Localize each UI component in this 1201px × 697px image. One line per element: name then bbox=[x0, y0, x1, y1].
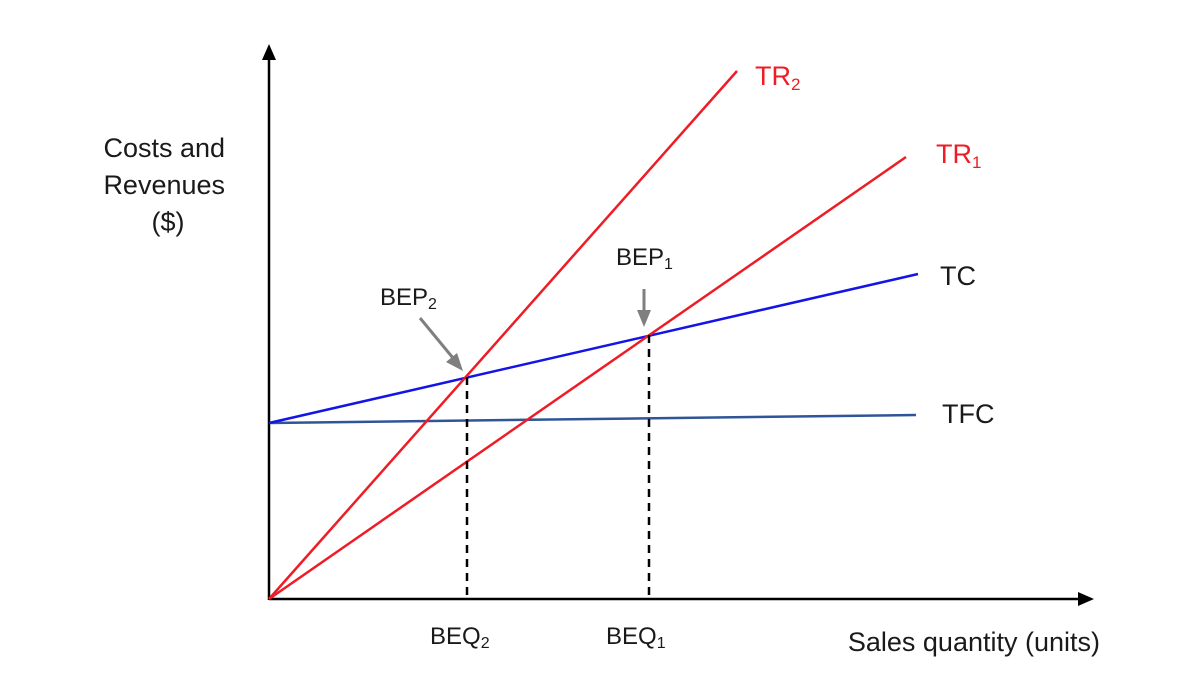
tc-line bbox=[268, 272, 919, 425]
bep1-label-sub: 1 bbox=[664, 256, 673, 273]
beq2-label-base: BEQ bbox=[430, 623, 481, 650]
beq1-label: BEQ1 bbox=[606, 623, 666, 652]
y-axis-label: Costs and Revenues ($) bbox=[103, 133, 232, 237]
y-axis-label-line-2: Revenues bbox=[103, 170, 225, 200]
bep1-label-base: BEP bbox=[616, 244, 664, 271]
tr1-label-sub: 1 bbox=[972, 153, 981, 172]
tr2-label: TR2 bbox=[755, 61, 800, 94]
tfc-label: TFC bbox=[942, 399, 994, 429]
tr2-line bbox=[268, 70, 738, 600]
beq2-label: BEQ2 bbox=[430, 623, 490, 652]
bep1-label: BEP1 bbox=[616, 244, 673, 273]
tr1-label: TR1 bbox=[936, 139, 981, 172]
beq2-label-sub: 2 bbox=[481, 635, 490, 652]
tr2-label-base: TR bbox=[755, 61, 791, 91]
bep1-arrow bbox=[637, 289, 651, 327]
beq1-label-sub: 1 bbox=[657, 635, 666, 652]
bep2-label: BEP2 bbox=[380, 284, 437, 313]
x-axis-arrowhead bbox=[1078, 592, 1094, 606]
beq1-label-base: BEQ bbox=[606, 623, 657, 650]
tr2-label-sub: 2 bbox=[791, 75, 800, 94]
bep2-arrow bbox=[418, 317, 463, 371]
y-axis-arrowhead bbox=[262, 44, 276, 60]
bep2-label-base: BEP bbox=[380, 284, 428, 311]
tc-label: TC bbox=[940, 261, 976, 291]
y-axis-label-line-3: ($) bbox=[152, 207, 185, 237]
bep2-label-sub: 2 bbox=[428, 296, 437, 313]
tr1-line bbox=[268, 155, 907, 601]
tfc-line bbox=[268, 413, 917, 425]
x-axis-label: Sales quantity (units) bbox=[848, 627, 1100, 657]
tr1-label-base: TR bbox=[936, 139, 972, 169]
y-axis-label-line-1: Costs and bbox=[103, 133, 225, 163]
